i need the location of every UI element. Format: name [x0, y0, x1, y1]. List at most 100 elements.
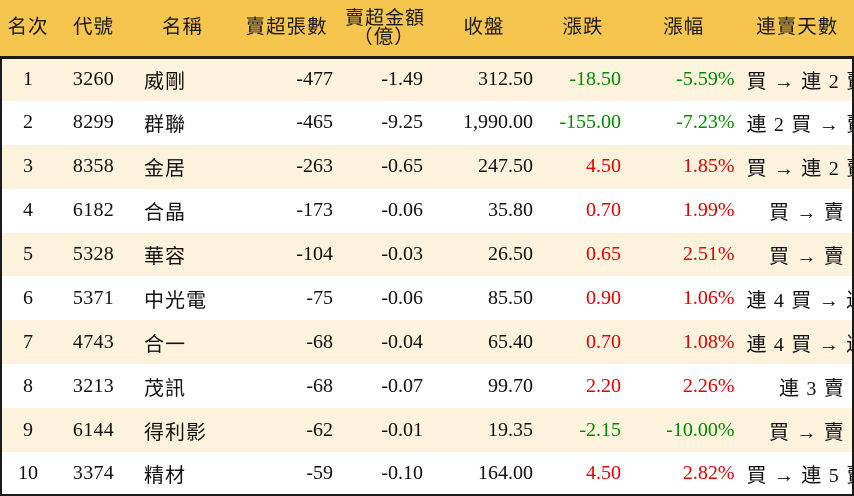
cell-sell-lots: -62	[234, 408, 339, 453]
cell-name: 精材	[131, 452, 234, 496]
cell-name: 得利影	[131, 408, 234, 453]
cell-name: 合一	[131, 320, 234, 365]
cell-close-price: 1,990.00	[429, 100, 539, 145]
column-header-close: 收盤	[429, 0, 539, 59]
cell-sell-lots: -68	[234, 364, 339, 409]
cell-code: 3260	[56, 57, 131, 101]
cell-change-percent: -5.59%	[627, 57, 741, 101]
column-header-percent: 漲幅	[627, 0, 741, 59]
cell-streak: 買 → 賣	[740, 188, 854, 233]
table-row[interactable]: 8 3213 茂訊 -68 -0.07 99.70 2.20 2.26% 連 3 賣	[0, 364, 854, 409]
cell-sell-lots: -477	[234, 57, 339, 101]
cell-sell-lots: -173	[234, 188, 339, 233]
cell-code: 5328	[56, 232, 131, 277]
cell-streak: 買 → 賣	[740, 232, 854, 277]
column-header-rank-label: 名次	[7, 16, 49, 38]
cell-change: 0.70	[539, 188, 627, 233]
cell-code: 8358	[56, 144, 131, 189]
cell-close-price: 35.80	[429, 188, 539, 233]
column-header-percent-label: 漲幅	[663, 16, 705, 38]
cell-change: -2.15	[539, 408, 627, 453]
cell-streak: 連 2 買 → 賣	[740, 100, 854, 145]
cell-change: -155.00	[539, 100, 627, 145]
cell-rank: 2	[0, 100, 56, 145]
cell-code: 3374	[56, 452, 131, 496]
cell-close-price: 99.70	[429, 364, 539, 409]
cell-sell-amount: -0.04	[339, 320, 429, 365]
column-header-streak-label: 連賣天數	[756, 16, 839, 38]
cell-sell-lots: -104	[234, 232, 339, 277]
column-header-amount-unit: （億）	[353, 26, 415, 48]
cell-name: 合晶	[131, 188, 234, 233]
cell-sell-amount: -1.49	[339, 57, 429, 101]
cell-change-percent: -10.00%	[627, 408, 741, 453]
cell-code: 8299	[56, 100, 131, 145]
cell-close-price: 85.50	[429, 276, 539, 321]
table-row[interactable]: 9 6144 得利影 -62 -0.01 19.35 -2.15 -10.00% 買 → 賣	[0, 408, 854, 453]
cell-change-percent: 2.82%	[627, 452, 741, 496]
cell-name: 群聯	[131, 100, 234, 145]
table-row[interactable]: 5 5328 華容 -104 -0.03 26.50 0.65 2.51% 買 → 賣	[0, 232, 854, 277]
cell-rank: 9	[0, 408, 56, 453]
cell-change-percent: 1.08%	[627, 320, 741, 365]
table-row[interactable]: 1 3260 威剛 -477 -1.49 312.50 -18.50 -5.59% 買 → 連 …	[0, 57, 854, 101]
cell-rank: 7	[0, 320, 56, 365]
cell-sell-amount: -0.06	[339, 276, 429, 321]
column-header-code-label: 代號	[72, 16, 114, 38]
column-header-close-label: 收盤	[463, 16, 505, 38]
cell-sell-amount: -9.25	[339, 100, 429, 145]
cell-change-percent: 2.26%	[627, 364, 741, 409]
column-header-streak: 連賣天數	[740, 0, 854, 59]
cell-change-percent: 2.51%	[627, 232, 741, 277]
cell-name: 金居	[131, 144, 234, 189]
cell-change: 4.50	[539, 144, 627, 189]
cell-streak: 連 4 買 → 連 8 賣	[740, 276, 854, 321]
column-header-amount: 賣超金額 （億）	[339, 0, 429, 59]
column-header-name: 名稱	[131, 0, 234, 59]
cell-rank: 5	[0, 232, 56, 277]
column-header-change: 漲跌	[539, 0, 627, 59]
cell-sell-lots: -263	[234, 144, 339, 189]
table-body: 1 3260 威剛 -477 -1.49 312.50 -18.50 -5.59% 買 → 連 …	[0, 57, 854, 496]
cell-change-percent: 1.99%	[627, 188, 741, 233]
table-bottom-border	[0, 494, 854, 496]
cell-code: 6144	[56, 408, 131, 453]
table-header: 名次 代號 名稱 賣超張數 賣超金額 （億） 收盤 漲跌 漲幅 連賣天數	[0, 0, 854, 59]
cell-change: 0.65	[539, 232, 627, 277]
cell-code: 6182	[56, 188, 131, 233]
cell-sell-lots: -465	[234, 100, 339, 145]
cell-close-price: 19.35	[429, 408, 539, 453]
column-header-code: 代號	[56, 0, 131, 59]
cell-change: 0.70	[539, 320, 627, 365]
cell-rank: 1	[0, 57, 56, 101]
column-header-change-label: 漲跌	[562, 16, 604, 38]
cell-sell-amount: -0.10	[339, 452, 429, 496]
cell-change-percent: 1.06%	[627, 276, 741, 321]
table-right-border	[852, 57, 854, 496]
cell-sell-lots: -68	[234, 320, 339, 365]
cell-rank: 10	[0, 452, 56, 496]
cell-name: 威剛	[131, 57, 234, 101]
cell-sell-amount: -0.06	[339, 188, 429, 233]
cell-close-price: 65.40	[429, 320, 539, 365]
cell-name: 中光電	[131, 276, 234, 321]
cell-code: 4743	[56, 320, 131, 365]
table-row[interactable]: 2 8299 群聯 -465 -9.25 1,990.00 -155.00 -7.23% 連 2…	[0, 100, 854, 145]
column-header-amount-label: 賣超金額	[345, 7, 426, 29]
cell-sell-amount: -0.03	[339, 232, 429, 277]
cell-close-price: 164.00	[429, 452, 539, 496]
column-header-rank: 名次	[0, 0, 56, 59]
cell-streak: 買 → 連 2 賣	[740, 57, 854, 101]
cell-sell-amount: -0.07	[339, 364, 429, 409]
cell-change: 0.90	[539, 276, 627, 321]
cell-close-price: 312.50	[429, 57, 539, 101]
table-row[interactable]: 4 6182 合晶 -173 -0.06 35.80 0.70 1.99% 買 → 賣	[0, 188, 854, 233]
column-header-lots-label: 賣超張數	[245, 16, 328, 38]
table-left-border	[0, 57, 2, 496]
cell-sell-amount: -0.01	[339, 408, 429, 453]
